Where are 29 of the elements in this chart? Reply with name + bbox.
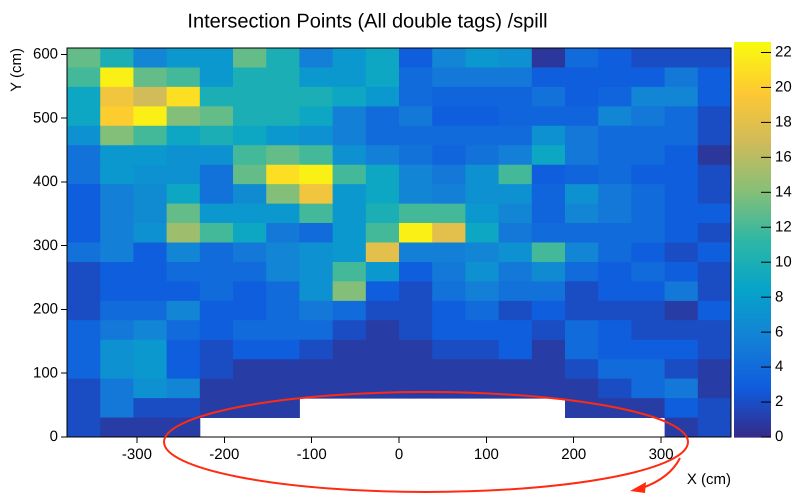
color-bar-label: 10 bbox=[775, 253, 792, 270]
x-tick-label: -200 bbox=[209, 446, 240, 464]
color-bar-label: 0 bbox=[775, 428, 784, 446]
x-tick-label: 200 bbox=[561, 446, 586, 464]
color-bar-label: 12 bbox=[775, 218, 792, 236]
x-tick-label: 100 bbox=[474, 446, 499, 464]
y-tick-label: 200 bbox=[32, 300, 58, 318]
color-bar-label: 22 bbox=[775, 44, 792, 61]
x-tick-label: -300 bbox=[122, 446, 152, 464]
y-tick-label: 300 bbox=[32, 236, 58, 254]
y-tick-label: 100 bbox=[32, 364, 58, 382]
color-bar-label: 16 bbox=[775, 148, 792, 166]
color-bar-label: 20 bbox=[775, 78, 792, 96]
y-tick-label: 600 bbox=[32, 46, 58, 63]
x-tick-label: 0 bbox=[394, 446, 404, 464]
x-axis-title: X (cm) bbox=[686, 471, 731, 488]
color-bar-label: 14 bbox=[775, 183, 792, 200]
color-bar-label: 2 bbox=[775, 393, 784, 410]
y-tick-label: 500 bbox=[32, 109, 58, 126]
chart-title: Intersection Points (All double tags) /spill bbox=[187, 10, 548, 33]
y-tick-label: 400 bbox=[32, 173, 58, 190]
color-bar-label: 4 bbox=[775, 358, 784, 376]
color-bar-label: 18 bbox=[775, 114, 792, 131]
y-axis-title: Y (cm) bbox=[8, 48, 26, 92]
x-tick-label: -100 bbox=[296, 446, 327, 464]
x-tick-label: 300 bbox=[648, 446, 674, 464]
color-bar-label: 8 bbox=[775, 288, 784, 306]
color-bar-label: 6 bbox=[775, 323, 784, 340]
y-tick-label: 0 bbox=[50, 428, 58, 446]
